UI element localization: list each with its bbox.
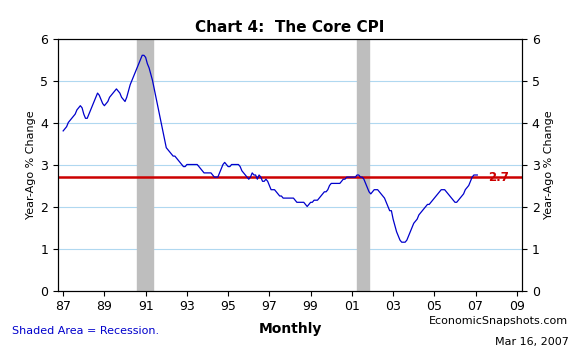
Text: Mar 16, 2007: Mar 16, 2007 <box>495 336 568 346</box>
Text: EconomicSnapshots.com: EconomicSnapshots.com <box>429 315 568 326</box>
Text: Shaded Area = Recession.: Shaded Area = Recession. <box>12 326 159 336</box>
Text: 2.7: 2.7 <box>488 170 509 184</box>
Text: Monthly: Monthly <box>258 322 322 336</box>
Y-axis label: Year-Ago % Change: Year-Ago % Change <box>544 110 554 219</box>
Title: Chart 4:  The Core CPI: Chart 4: The Core CPI <box>195 20 385 35</box>
Y-axis label: Year-Ago % Change: Year-Ago % Change <box>26 110 36 219</box>
Bar <box>137 38 153 290</box>
Bar <box>357 38 369 290</box>
